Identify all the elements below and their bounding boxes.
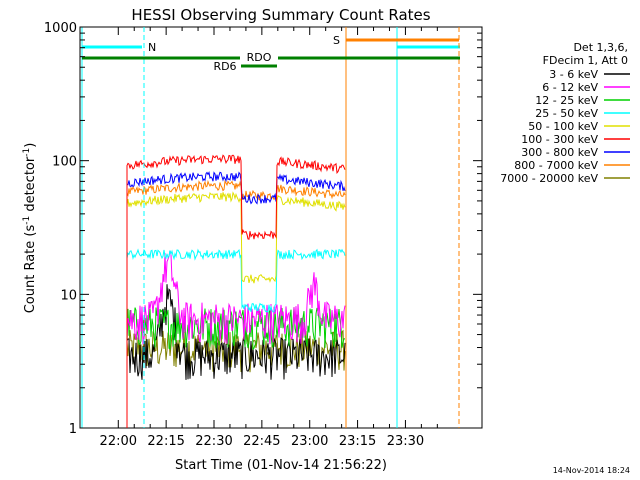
x-tick-label: 23:15 <box>339 434 376 449</box>
chart-title: HESSI Observing Summary Count Rates <box>131 6 430 24</box>
saa-flag-label: S <box>333 34 340 47</box>
axis-layer: 22:00 22:15 22:30 22:45 23:00 23:15 23:30 1 10 10… <box>44 21 482 449</box>
rd6-flag-label: RD6 <box>213 60 236 73</box>
x-tick-label: 22:45 <box>243 434 280 449</box>
legend-label: 300 - 800 keV <box>521 146 598 159</box>
legend-label: 25 - 50 keV <box>535 107 598 120</box>
legend-label: 800 - 7000 keV <box>514 159 598 172</box>
series-line-6 <box>126 170 346 428</box>
y-axis-label-part: detector <box>23 156 38 216</box>
series-line-1 <box>126 250 346 428</box>
y-axis-label-part: ) <box>23 143 38 148</box>
y-axis-label-sup: -1 <box>22 148 32 157</box>
x-tick-label: 23:00 <box>291 434 328 449</box>
x-tick-label: 22:15 <box>147 434 184 449</box>
series-line-0 <box>126 284 346 428</box>
series-line-3 <box>126 248 346 428</box>
x-tick-label: 23:30 <box>387 434 424 449</box>
y-tick-label: 1 <box>69 422 77 437</box>
y-tick-label: 100 <box>52 155 77 170</box>
night-flag-label: N <box>148 41 156 54</box>
plot-frame <box>79 26 483 429</box>
legend-label: 3 - 6 keV <box>549 68 598 81</box>
legend-label: 12 - 25 keV <box>535 94 598 107</box>
legend-label: 100 - 300 keV <box>521 133 598 146</box>
y-tick-label: 10 <box>60 288 77 303</box>
legend-header-line: FDecim 1, Att 0 <box>543 54 628 67</box>
series-line-5 <box>126 154 346 428</box>
y-axis-label: Count Rate (s-1 detector-1) <box>22 143 38 314</box>
legend-header-line: Det 1,3,6, <box>573 41 628 54</box>
y-axis-label-part: Count Rate (s <box>23 225 38 314</box>
x-axis-label: Start Time (01-Nov-14 21:56:22) <box>175 458 387 473</box>
legend-label: 6 - 12 keV <box>542 81 598 94</box>
series-line-7 <box>126 179 346 428</box>
x-tick-label: 22:00 <box>100 434 137 449</box>
data-layer <box>126 154 346 428</box>
series-line-2 <box>126 307 346 428</box>
x-tick-label: 22:30 <box>195 434 232 449</box>
timestamp: 14-Nov-2014 18:24 <box>553 466 630 475</box>
y-axis-label-sup: -1 <box>22 216 32 225</box>
series-line-4 <box>126 191 346 428</box>
legend-label: 50 - 100 keV <box>528 120 598 133</box>
flag-layer: N S RDO RD6 <box>81 27 460 428</box>
y-tick-label: 1000 <box>44 21 77 36</box>
rdo-flag-label: RDO <box>247 51 272 64</box>
legend-label: 7000 - 20000 keV <box>500 172 598 185</box>
